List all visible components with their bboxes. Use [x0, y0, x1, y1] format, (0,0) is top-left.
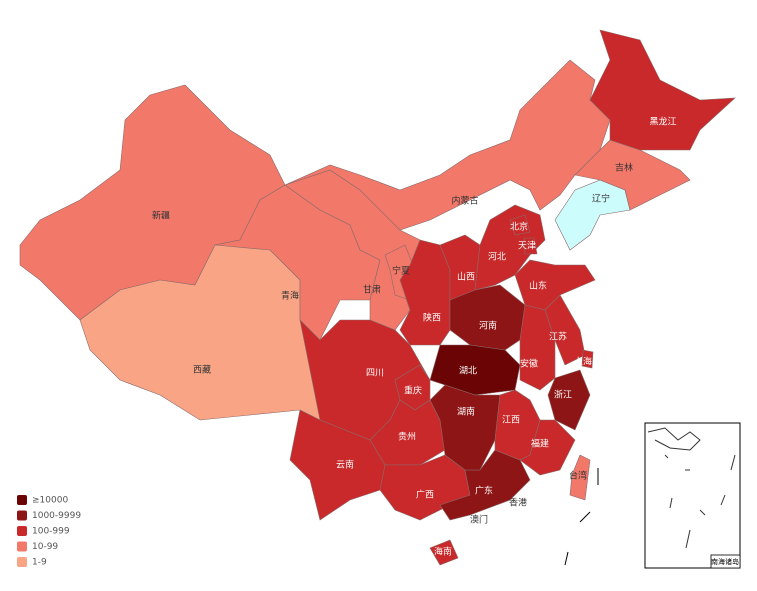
inset-label-box: [710, 554, 741, 569]
province-label: 陕西: [423, 312, 441, 324]
province-label: 西藏: [193, 364, 211, 376]
province-label: 福建: [531, 438, 549, 450]
province-label: 山西: [457, 272, 475, 283]
province-label: 广西: [416, 489, 434, 501]
province-label: 内蒙古: [451, 195, 478, 207]
legend-label: 1000-9999: [32, 511, 81, 521]
province-shape: [569, 454, 591, 501]
province-shape: [574, 139, 691, 211]
province-shape: [554, 179, 631, 251]
province-shape: [429, 384, 501, 471]
province-label: 四川: [366, 369, 384, 379]
legend-swatch: [17, 557, 27, 567]
province-shape: [523, 237, 538, 255]
province-label: 广东: [475, 485, 493, 497]
province-label: 浙江: [554, 389, 572, 401]
provinces: [19, 29, 736, 566]
region-label: 澳门: [470, 514, 488, 526]
province-label: 天津: [518, 241, 536, 252]
province-label: 新疆: [152, 210, 170, 222]
province-shape: [429, 539, 459, 566]
province-shape: [519, 419, 576, 476]
province-label: 重庆: [404, 385, 422, 397]
province-label: 宁夏: [392, 265, 410, 277]
province-label: 湖北: [459, 366, 477, 377]
legend-swatch: [17, 526, 27, 536]
legend-label: 10-99: [32, 542, 58, 552]
province-label: 甘肃: [363, 284, 381, 296]
province-label: 辽宁: [592, 193, 610, 205]
province-shape: [589, 29, 736, 151]
province-shape: [519, 304, 556, 391]
inset-frame: [644, 422, 741, 569]
province-label: 青海: [281, 290, 299, 302]
province-label: 山东: [529, 280, 547, 292]
province-shape: [547, 369, 591, 431]
province-label: 云南: [336, 459, 354, 471]
dash-lines: [564, 468, 599, 566]
province-label: 河南: [479, 320, 497, 332]
region-label: 香港: [509, 497, 527, 509]
province-label: 北京: [510, 221, 528, 233]
legend-swatch: [17, 510, 27, 521]
inset-label: 南海诸岛: [711, 557, 739, 566]
province-shape: [509, 214, 531, 236]
province-shape: [581, 349, 594, 369]
province-label: 安徽: [520, 358, 538, 370]
province-label: 湖南: [457, 406, 475, 418]
province-label: 河北: [488, 251, 506, 263]
inset-islands: [647, 427, 736, 549]
legend-label: 1-9: [32, 558, 47, 568]
province-label: 江苏: [549, 331, 567, 343]
province-label: 贵州: [398, 431, 416, 443]
province-shape: [439, 449, 531, 521]
province-label: 台湾: [569, 470, 587, 482]
province-label: 江西: [502, 415, 520, 426]
province-label: 上海: [574, 356, 592, 368]
legend-swatch: [17, 495, 27, 505]
province-label: 黑龙江: [649, 116, 676, 128]
legend-label: ≥10000: [32, 496, 68, 506]
legend-swatch: [17, 541, 27, 552]
province-label: 吉林: [615, 162, 633, 174]
province-label: 海南: [434, 546, 452, 558]
legend-label: 100-999: [32, 527, 70, 537]
